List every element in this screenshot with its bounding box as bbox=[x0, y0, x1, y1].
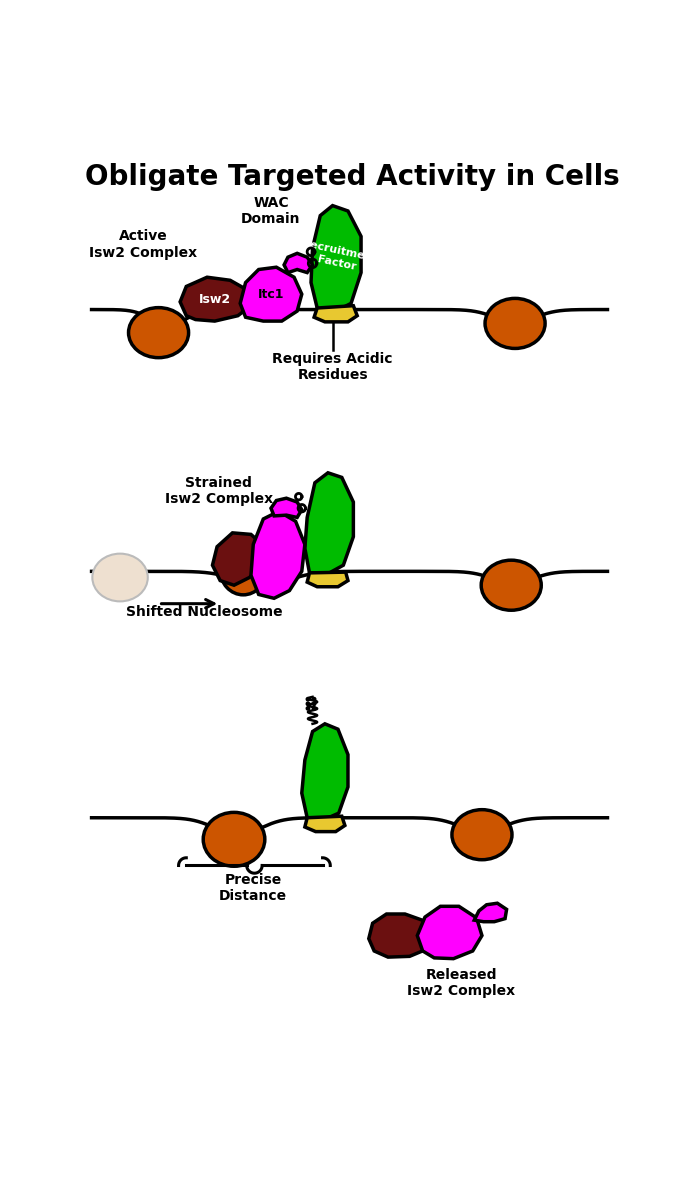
Text: Active
Isw2 Complex: Active Isw2 Complex bbox=[89, 229, 197, 259]
Polygon shape bbox=[213, 533, 265, 586]
Circle shape bbox=[312, 707, 316, 710]
Circle shape bbox=[312, 702, 316, 706]
Circle shape bbox=[306, 702, 310, 706]
Text: WAC
Domain: WAC Domain bbox=[241, 196, 301, 227]
Text: Strained
Isw2 Complex: Strained Isw2 Complex bbox=[164, 475, 272, 506]
Polygon shape bbox=[251, 511, 305, 599]
Text: Precise
Distance: Precise Distance bbox=[219, 874, 288, 904]
Text: Recruitment
Factor: Recruitment Factor bbox=[298, 239, 378, 276]
Ellipse shape bbox=[129, 307, 189, 358]
Ellipse shape bbox=[481, 560, 541, 611]
Polygon shape bbox=[240, 268, 302, 322]
Polygon shape bbox=[418, 906, 482, 959]
Circle shape bbox=[306, 697, 310, 701]
Polygon shape bbox=[474, 904, 506, 922]
Circle shape bbox=[312, 697, 316, 701]
Ellipse shape bbox=[485, 299, 545, 348]
Text: Isw2: Isw2 bbox=[199, 293, 231, 306]
Polygon shape bbox=[307, 572, 348, 587]
Ellipse shape bbox=[452, 810, 512, 859]
Polygon shape bbox=[302, 724, 348, 820]
Polygon shape bbox=[305, 473, 354, 574]
Ellipse shape bbox=[220, 545, 266, 595]
Text: Requires Acidic
Residues: Requires Acidic Residues bbox=[272, 352, 393, 382]
Text: Released
Isw2 Complex: Released Isw2 Complex bbox=[407, 968, 515, 998]
Ellipse shape bbox=[92, 553, 148, 601]
Polygon shape bbox=[305, 816, 345, 832]
Polygon shape bbox=[311, 205, 361, 311]
Polygon shape bbox=[369, 914, 436, 958]
Polygon shape bbox=[271, 498, 302, 517]
Ellipse shape bbox=[203, 812, 265, 866]
Text: Shifted Nucleosome: Shifted Nucleosome bbox=[127, 605, 283, 619]
Circle shape bbox=[306, 707, 310, 710]
Polygon shape bbox=[314, 306, 357, 322]
Text: Obligate Targeted Activity in Cells: Obligate Targeted Activity in Cells bbox=[85, 163, 620, 191]
Polygon shape bbox=[284, 253, 312, 272]
Polygon shape bbox=[180, 277, 251, 322]
Text: Itc1: Itc1 bbox=[258, 288, 284, 301]
